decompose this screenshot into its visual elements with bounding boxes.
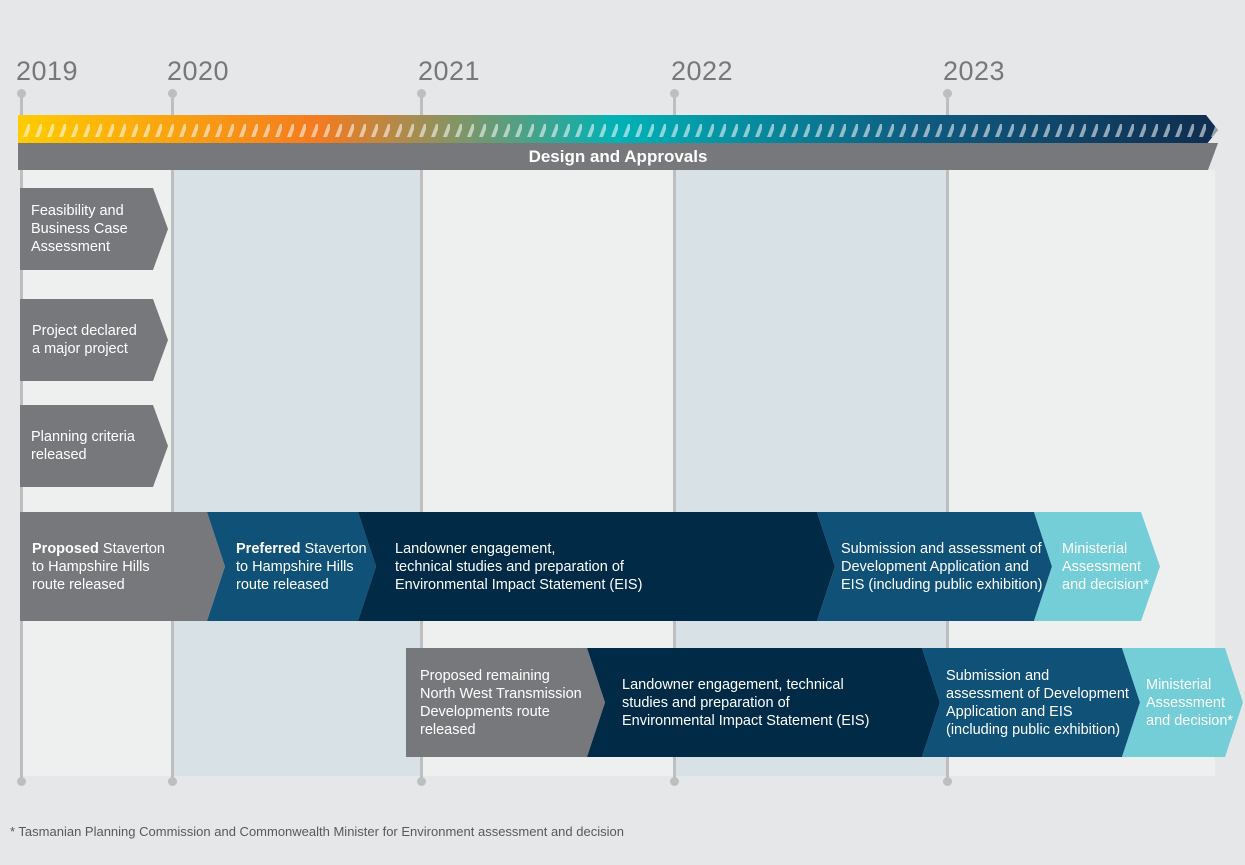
gridline-2020 (171, 94, 174, 782)
row1-text-preferred: Preferred Staverton to Hampshire Hills r… (236, 540, 367, 594)
gridline-bottom-dot (670, 777, 679, 786)
row1-label-eis: Landowner engagement, technical studies … (395, 512, 815, 621)
row2-label-proposed: Proposed remaining North West Transmissi… (420, 648, 595, 757)
row2-text-eis: Landowner engagement, technical studies … (622, 676, 870, 729)
gridline-top-dot (943, 89, 952, 98)
footnote: * Tasmanian Planning Commission and Comm… (10, 824, 624, 839)
row2-text-submission: Submission and assessment of Development… (946, 667, 1129, 738)
year-label-2021: 2021 (418, 56, 481, 86)
row1-stage-proposed (20, 512, 225, 621)
row2-stage-ministerial (1122, 648, 1243, 757)
row1-text-eis: Landowner engagement, technical studies … (395, 540, 643, 593)
year-label-2019: 2019 (16, 56, 79, 86)
row1-label-ministerial: Ministerial Assessment and decision* (1062, 512, 1162, 621)
chevron-shape (20, 405, 168, 487)
row2-label-ministerial: Ministerial Assessment and decision* (1146, 648, 1243, 757)
step-text: Planning criteria released (31, 429, 135, 463)
banner-shape (18, 143, 1218, 170)
gridline-2021 (420, 94, 423, 782)
row1-bold-proposed: Proposed (32, 540, 99, 557)
step-feasibility: Feasibility and Business Case Assessment (20, 188, 168, 270)
gridline-top-dot (17, 89, 26, 98)
step-major-project: Project declared a major project (20, 299, 168, 381)
row1-rest-preferred: Staverton to Hampshire Hills route relea… (236, 540, 367, 593)
gridline-2023 (946, 94, 949, 782)
gridline-top-dot (670, 89, 679, 98)
row1-stage-preferred (207, 512, 376, 621)
gridline-top-dot (417, 89, 426, 98)
row2-stage-submission (922, 648, 1140, 757)
gridline-top-dot (168, 89, 177, 98)
row1-chevrons (20, 512, 1160, 621)
gridline-2022 (673, 94, 676, 782)
row2-stage-eis (587, 648, 940, 757)
gridline-bottom-dot (168, 777, 177, 786)
banner-title: Design and Approvals (528, 146, 708, 166)
timeline-gradient-arrow (18, 115, 1218, 145)
design-approvals-banner: Design and Approvals (18, 143, 1218, 170)
row1-stage-ministerial (1034, 512, 1160, 621)
step-text: Project declared a major project (32, 323, 137, 357)
period-2020-panel (173, 170, 422, 776)
row1-label-proposed: Proposed Staverton to Hampshire Hills ro… (32, 512, 207, 621)
row1-stage-submission (817, 512, 1052, 621)
step-text: Feasibility and Business Case Assessment (31, 203, 128, 255)
row2-label-submission: Submission and assessment of Development… (946, 648, 1136, 757)
row1-text-proposed: Proposed Staverton to Hampshire Hills ro… (32, 540, 165, 594)
row2-chevrons (406, 648, 1243, 757)
row1-label-preferred: Preferred Staverton to Hampshire Hills r… (236, 512, 376, 621)
step-label: Project declared a major project (32, 299, 157, 381)
row1-rest-proposed: Staverton to Hampshire Hills route relea… (32, 540, 165, 593)
year-label-2020: 2020 (167, 56, 230, 86)
gridline-bottom-dot (943, 777, 952, 786)
gridline-bottom-dot (17, 777, 26, 786)
year-label-2023: 2023 (943, 56, 1006, 86)
chevron-shape (20, 299, 168, 381)
row1-text-submission: Submission and assessment of Development… (841, 540, 1043, 593)
step-planning-criteria: Planning criteria released (20, 405, 168, 487)
chevron-shape (20, 188, 168, 270)
row1-text-ministerial: Ministerial Assessment and decision* (1062, 540, 1150, 593)
year-label-2022: 2022 (671, 56, 734, 86)
row2-text-proposed: Proposed remaining North West Transmissi… (420, 667, 582, 738)
step-label: Planning criteria released (31, 405, 156, 487)
row2-stage-proposed (406, 648, 605, 757)
row1-stage-eis (358, 512, 835, 621)
row1-label-submission: Submission and assessment of Development… (841, 512, 1046, 621)
gridline-bottom-dot (417, 777, 426, 786)
row2-label-eis: Landowner engagement, technical studies … (622, 648, 922, 757)
row1-bold-preferred: Preferred (236, 540, 301, 557)
step-label: Feasibility and Business Case Assessment (31, 188, 156, 270)
row2-text-ministerial: Ministerial Assessment and decision* (1146, 676, 1234, 729)
